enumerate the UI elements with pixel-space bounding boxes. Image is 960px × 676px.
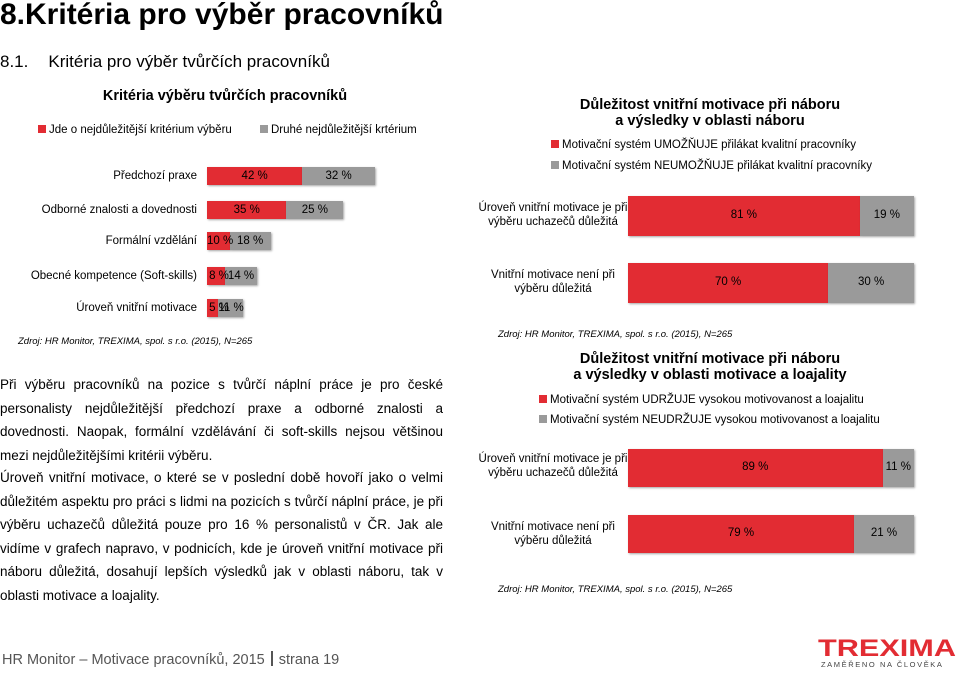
right-bottom-legend-1: Motivační systém UDRŽUJE vysokou motivov…: [539, 394, 864, 406]
data-label: 19 %: [873, 209, 900, 221]
data-label: 35 %: [233, 204, 260, 216]
legend-swatch-grey: [551, 161, 559, 169]
legend-label: Jde o nejdůležitější kritérium výběru: [49, 124, 232, 136]
legend-swatch-grey: [539, 415, 547, 423]
title-line-1: Důležitost vnitřní motivace při náboru: [579, 351, 841, 367]
trexima-logo: TREXIMA ZAMĚŘENO NA ČLOVĚKA: [818, 635, 958, 676]
bar-segment-red: [628, 196, 860, 236]
left-legend-item-1: Jde o nejdůležitější kritérium výběru: [38, 124, 232, 136]
data-label: 14 %: [227, 270, 255, 282]
bar-segment-red: [207, 232, 230, 250]
title-line-2: a výsledky v oblasti motivace a loajalit…: [573, 367, 847, 383]
data-label: 81 %: [730, 209, 757, 221]
data-label: 11 %: [218, 302, 244, 314]
data-label: 11 %: [885, 461, 911, 473]
section-subtitle: 8.1. Kritéria pro výběr tvůrčích pracovní…: [0, 52, 330, 72]
legend-label: Motivační systém UMOŽŇUJE přilákat kvali…: [562, 139, 856, 151]
bar-segment-grey: [853, 515, 914, 553]
right-top-chart-source: Zdroj: HR Monitor, TREXIMA, spol. s r.o.…: [498, 329, 733, 340]
section-title: Kritéria pro výběr tvůrčích pracovníků: [48, 52, 330, 71]
footer-separator: [270, 651, 273, 666]
legend-label: Motivační systém NEUMOŽŇUJE přilákat kva…: [562, 160, 872, 172]
category-label: Vnitřní motivace není při výběru důležit…: [490, 269, 615, 295]
legend-swatch-grey: [260, 125, 268, 133]
legend-swatch-red: [551, 140, 559, 148]
footer: HR Monitor – Motivace pracovníků, 2015 st…: [2, 651, 339, 668]
data-label: 18 %: [237, 235, 264, 247]
title-line-1: Důležitost vnitřní motivace při náboru: [579, 97, 841, 113]
bar-segment-grey: [229, 232, 271, 250]
bar-segment-grey: [286, 201, 344, 219]
right-bottom-chart-source: Zdroj: HR Monitor, TREXIMA, spol. s r.o.…: [498, 584, 733, 595]
legend-label: Druhé nejdůležitější krtérium: [271, 124, 417, 136]
left-chart-source: Zdroj: HR Monitor, TREXIMA, spol. s r.o.…: [18, 336, 253, 347]
data-label: 70 %: [714, 276, 742, 288]
right-top-legend-2: Motivační systém NEUMOŽŇUJE přilákat kva…: [551, 160, 872, 172]
right-bottom-chart-title: Důležitost vnitřní motivace při náboru a …: [520, 351, 900, 383]
footer-page: strana 19: [278, 652, 340, 668]
page-title: 8.Kritéria pro výběr pracovníků: [0, 0, 444, 31]
data-label: 21 %: [870, 527, 898, 539]
data-label: 8 %: [209, 270, 229, 282]
data-label: 30 %: [857, 276, 885, 288]
data-label: 79 %: [727, 527, 755, 539]
data-label: 25 %: [301, 204, 328, 216]
bar-segment-grey: [302, 167, 375, 185]
data-label: 10 %: [207, 235, 234, 247]
bar-segment-grey: [225, 267, 257, 285]
paragraph-1: Při výběru pracovníků na pozice s tvůrčí…: [0, 377, 443, 463]
category-label: Obecné kompetence (Soft-skills): [30, 270, 197, 282]
category-label: Odborné znalosti a dovednosti: [41, 204, 197, 216]
bar-segment-red: [628, 449, 883, 487]
bar-segment-red: [207, 167, 303, 185]
category-label: Formální vzdělání: [105, 235, 197, 247]
category-label: Úroveň vnitřní motivace: [76, 302, 197, 314]
category-label: Předchozí praxe: [113, 170, 197, 182]
legend-label: Motivační systém NEUDRŽUJE vysokou motiv…: [550, 414, 880, 426]
legend-label: Motivační systém UDRŽUJE vysokou motivov…: [550, 394, 864, 406]
bar-segment-red: [628, 515, 854, 553]
data-label: 32 %: [325, 170, 352, 182]
left-legend-item-2: Druhé nejdůležitější krtérium: [260, 124, 417, 136]
legend-swatch-red: [38, 125, 46, 133]
data-label: 89 %: [742, 461, 769, 473]
bar-segment-grey: [218, 299, 244, 317]
bar-segment-red: [207, 299, 219, 317]
data-label: 5 %: [209, 302, 229, 314]
category-label: Úroveň vnitřní motivace je při výběru uc…: [478, 202, 628, 228]
right-top-legend-1: Motivační systém UMOŽŇUJE přilákat kvali…: [551, 139, 856, 151]
bar-segment-red: [207, 267, 226, 285]
right-top-chart-title: Důležitost vnitřní motivace při náboru a …: [520, 97, 900, 129]
title-line-2: a výsledky v oblasti náboru: [615, 113, 805, 129]
legend-swatch-red: [539, 395, 547, 403]
right-bottom-legend-2: Motivační systém NEUDRŽUJE vysokou motiv…: [539, 414, 880, 426]
category-label: Úroveň vnitřní motivace je při výběru uc…: [478, 453, 628, 479]
logo-wordmark: TREXIMA: [818, 635, 956, 662]
section-number: 8.1.: [0, 52, 29, 71]
bar-segment-grey: [859, 196, 914, 236]
trexima-logo-graphic: TREXIMA ZAMĚŘENO NA ČLOVĚKA: [818, 635, 956, 669]
bar-segment-red: [207, 201, 287, 219]
bar-segment-grey: [882, 449, 914, 487]
footer-left: HR Monitor – Motivace pracovníků, 2015: [2, 652, 265, 668]
bar-segment-grey: [828, 263, 914, 303]
category-label: Vnitřní motivace není při výběru důležit…: [490, 521, 615, 547]
data-label: 42 %: [241, 170, 268, 182]
logo-tagline: ZAMĚŘENO NA ČLOVĚKA: [821, 660, 944, 669]
paragraph-2: Úroveň vnitřní motivace, o které se v po…: [0, 470, 443, 603]
left-chart-title: Kritéria výběru tvůrčích pracovníků: [102, 88, 348, 104]
bar-segment-red: [628, 263, 829, 303]
